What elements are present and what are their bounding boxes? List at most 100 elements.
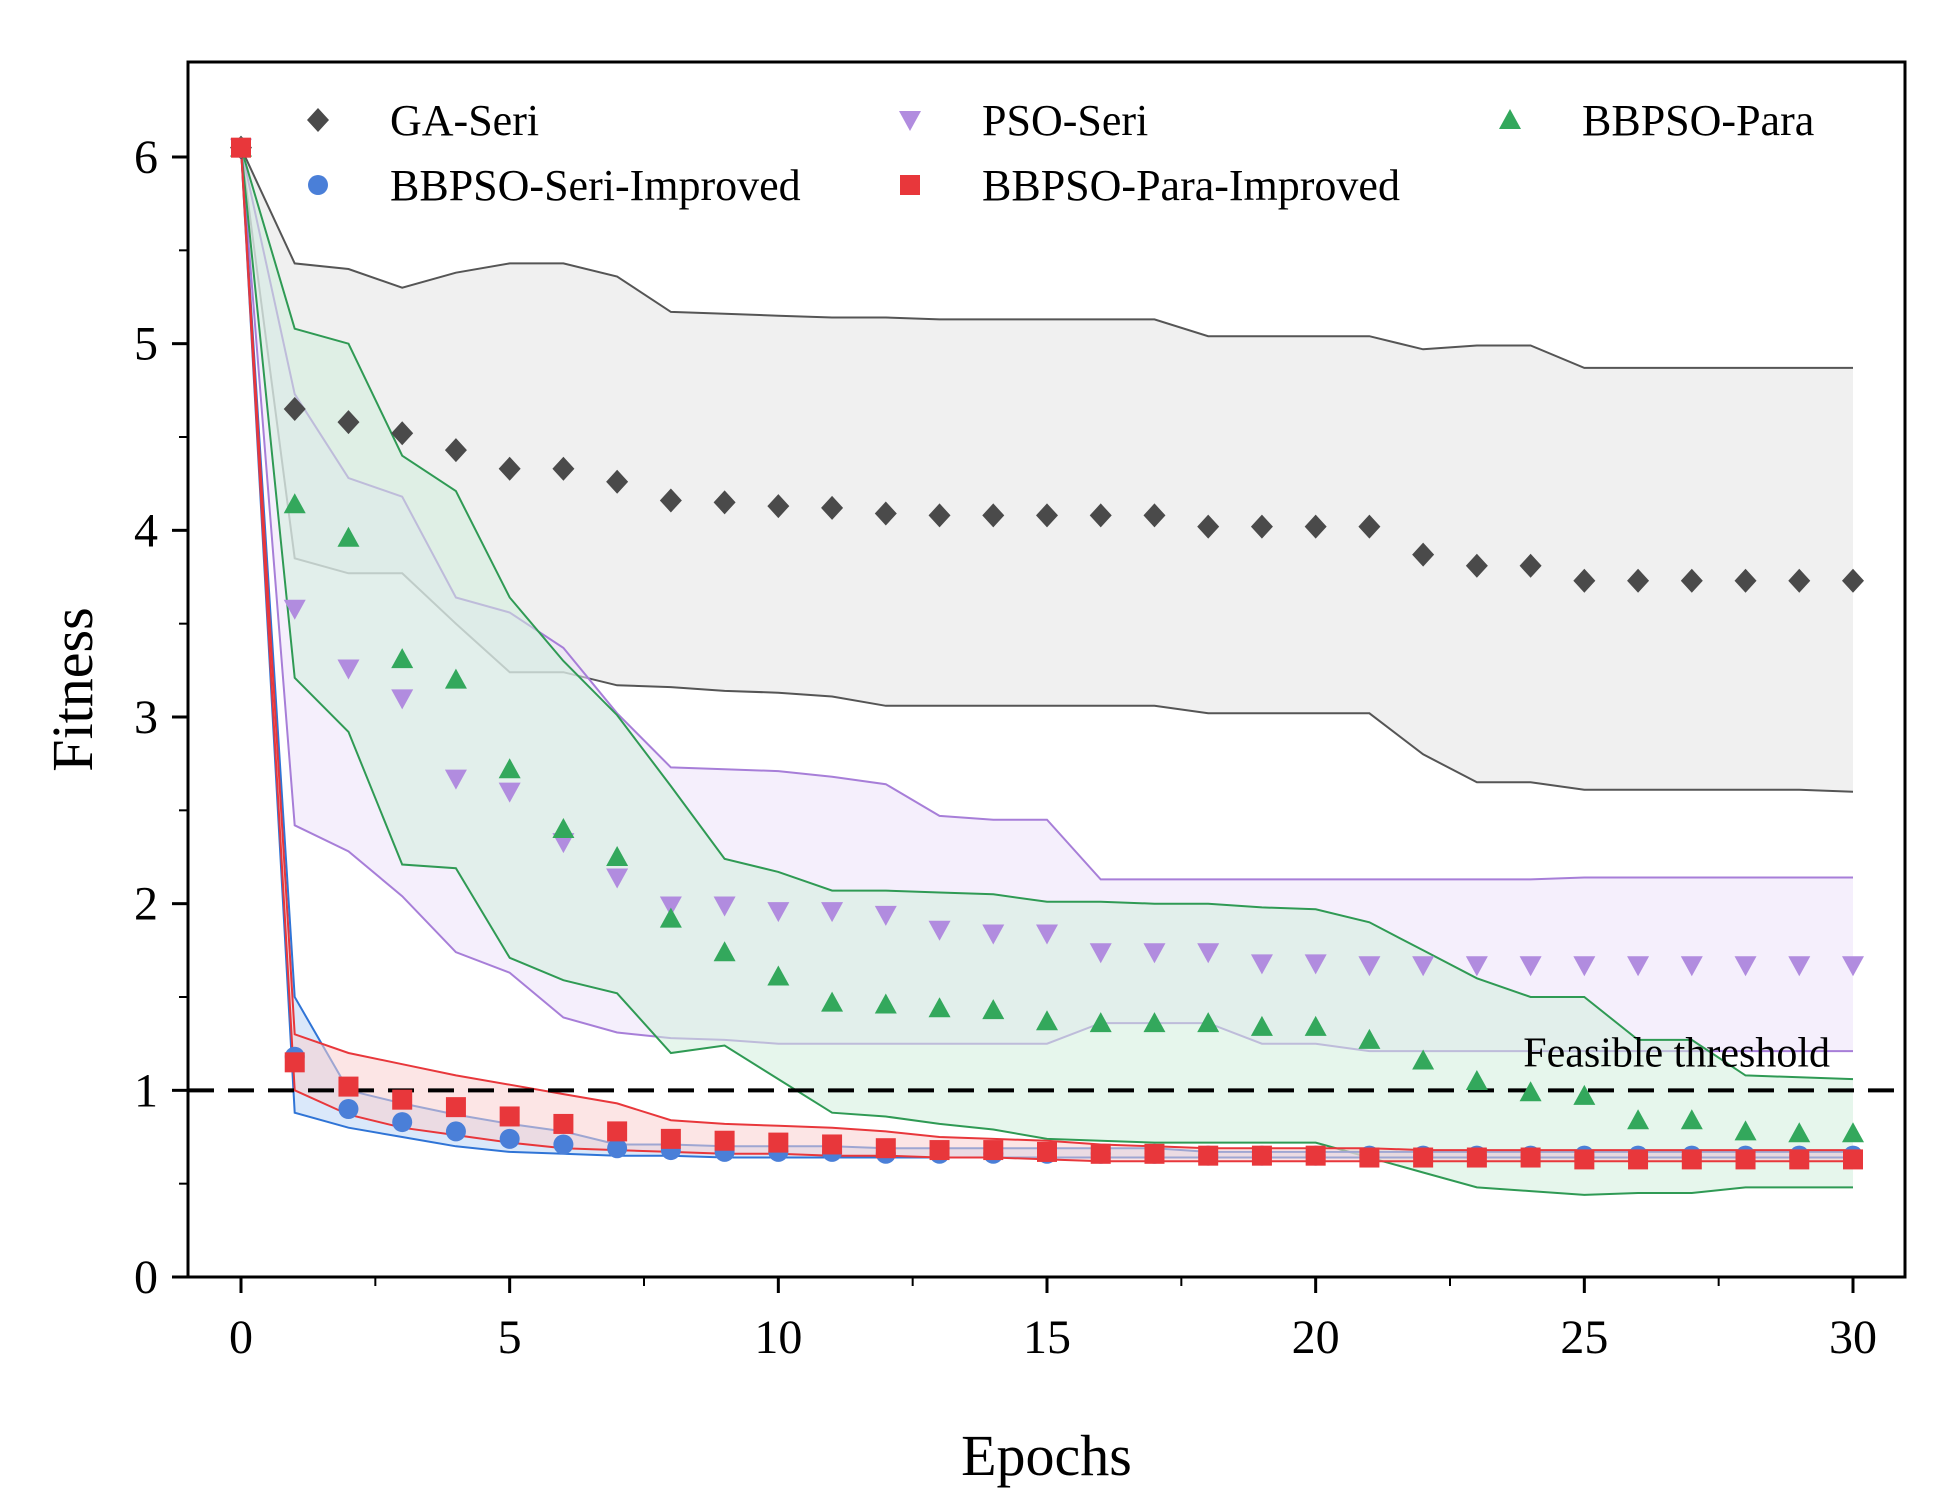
point-bbpso-para-improved: [499, 1106, 520, 1127]
point-pso-seri: [874, 905, 897, 926]
point-bbpso-para: [1089, 1012, 1112, 1033]
y-tick-label: 5: [134, 318, 158, 371]
point-ga-seri: [713, 490, 736, 515]
legend-item-pso-seri: PSO-Seri: [899, 96, 1148, 145]
point-bbpso-para: [1465, 1070, 1488, 1090]
point-bbpso-para-improved: [768, 1132, 789, 1153]
y-tick-label: 2: [134, 878, 158, 931]
band-upper-bbpso-para: [240, 147, 1854, 1081]
point-ga-seri: [606, 469, 629, 494]
x-tick-label: 30: [1829, 1311, 1877, 1364]
point-bbpso-para: [444, 668, 467, 689]
point-pso-seri: [444, 769, 467, 790]
x-tick-label: 5: [498, 1311, 522, 1364]
point-pso-seri: [928, 920, 951, 941]
point-bbpso-para: [821, 991, 844, 1012]
point-bbpso-para: [1304, 1015, 1327, 1036]
point-bbpso-para: [1680, 1109, 1703, 1130]
point-bbpso-para: [283, 493, 306, 514]
point-ga-seri: [498, 456, 521, 481]
legend-item-bbpso-para-improved: BBPSO-Para-Improved: [900, 161, 1400, 210]
point-bbpso-para: [1197, 1012, 1220, 1033]
point-bbpso-para: [552, 818, 575, 838]
point-ga-seri: [1465, 553, 1488, 578]
point-ga-seri: [1036, 503, 1058, 528]
point-bbpso-para-improved: [983, 1140, 1004, 1161]
point-bbpso-para-improved: [714, 1130, 735, 1151]
legend-marker-ga-seri: [307, 108, 329, 132]
point-pso-seri: [1197, 943, 1220, 964]
series-pso-seri: [230, 138, 1864, 977]
point-bbpso-para: [982, 999, 1005, 1020]
point-bbpso-para-improved: [1466, 1147, 1487, 1168]
point-bbpso-seri-improved: [607, 1138, 628, 1159]
point-bbpso-para: [1519, 1081, 1542, 1102]
legend-item-bbpso-seri-improved: BBPSO-Seri-Improved: [308, 161, 801, 210]
point-bbpso-para: [713, 941, 736, 962]
point-ga-seri: [659, 488, 682, 513]
point-pso-seri: [1680, 956, 1703, 977]
x-tick-label: 0: [229, 1311, 253, 1364]
point-ga-seri: [982, 503, 1005, 528]
point-bbpso-para-improved: [392, 1089, 413, 1110]
point-bbpso-para-improved: [231, 137, 251, 158]
point-bbpso-para: [767, 965, 790, 986]
point-bbpso-para-improved: [338, 1076, 359, 1097]
point-pso-seri: [606, 868, 629, 889]
legend-marker-pso-seri: [899, 111, 921, 131]
point-bbpso-seri-improved: [553, 1134, 574, 1155]
threshold-layer: Feasible threshold: [188, 1030, 1905, 1093]
point-ga-seri: [283, 397, 306, 421]
point-bbpso-para: [659, 907, 682, 928]
point-ga-seri: [821, 495, 844, 520]
y-axis: 0 1 2 3 4 5 6: [134, 131, 188, 1304]
y-axis-title: Fitness: [40, 607, 105, 771]
point-bbpso-seri-improved: [499, 1128, 520, 1149]
point-pso-seri: [1143, 943, 1166, 964]
point-pso-seri: [1412, 956, 1435, 977]
point-ga-seri: [1680, 568, 1703, 593]
point-bbpso-para-improved: [1359, 1147, 1380, 1168]
x-tick-label: 20: [1292, 1311, 1340, 1364]
legend-label-bbpso-para-improved: BBPSO-Para-Improved: [982, 161, 1400, 210]
point-bbpso-para-improved: [1520, 1147, 1541, 1168]
point-pso-seri: [1573, 956, 1596, 977]
point-pso-seri: [713, 896, 736, 917]
band-bbpso-para: [241, 147, 1853, 1195]
point-bbpso-para-improved: [1735, 1149, 1756, 1170]
point-bbpso-para-improved: [284, 1052, 305, 1073]
point-ga-seri: [1358, 514, 1381, 539]
point-bbpso-para-improved: [929, 1140, 950, 1161]
point-bbpso-para: [1250, 1015, 1273, 1036]
point-bbpso-para: [1358, 1028, 1381, 1049]
point-bbpso-para-improved: [553, 1113, 574, 1134]
data-markers: [230, 135, 1864, 1170]
point-bbpso-para: [1412, 1049, 1435, 1070]
point-bbpso-para-improved: [1037, 1141, 1057, 1162]
point-ga-seri: [1519, 553, 1542, 578]
point-pso-seri: [283, 599, 306, 620]
point-ga-seri: [1250, 514, 1273, 539]
point-bbpso-para-improved: [1305, 1145, 1326, 1166]
point-pso-seri: [767, 902, 790, 923]
band-upper-ga-seri: [240, 147, 1853, 369]
x-axis-title: Epochs: [961, 1423, 1132, 1488]
point-pso-seri: [391, 689, 414, 710]
point-bbpso-para: [928, 997, 951, 1018]
y-tick-label: 4: [134, 504, 158, 557]
point-bbpso-para-improved: [1413, 1147, 1434, 1168]
x-tick-label: 25: [1560, 1311, 1608, 1364]
point-ga-seri: [1734, 568, 1757, 593]
y-tick-label: 1: [134, 1064, 158, 1117]
point-bbpso-seri-improved: [338, 1099, 359, 1119]
point-pso-seri: [1036, 924, 1058, 945]
y-tick-label: 0: [134, 1251, 158, 1304]
x-tick-label: 10: [754, 1311, 802, 1364]
point-bbpso-para-improved: [660, 1128, 681, 1149]
point-bbpso-para: [1842, 1122, 1864, 1143]
point-bbpso-para-improved: [1090, 1143, 1111, 1164]
point-pso-seri: [1842, 956, 1864, 977]
point-pso-seri: [498, 782, 521, 803]
x-axis: 0 5 10 15 20 25 30: [229, 1277, 1877, 1364]
point-ga-seri: [1197, 514, 1220, 539]
